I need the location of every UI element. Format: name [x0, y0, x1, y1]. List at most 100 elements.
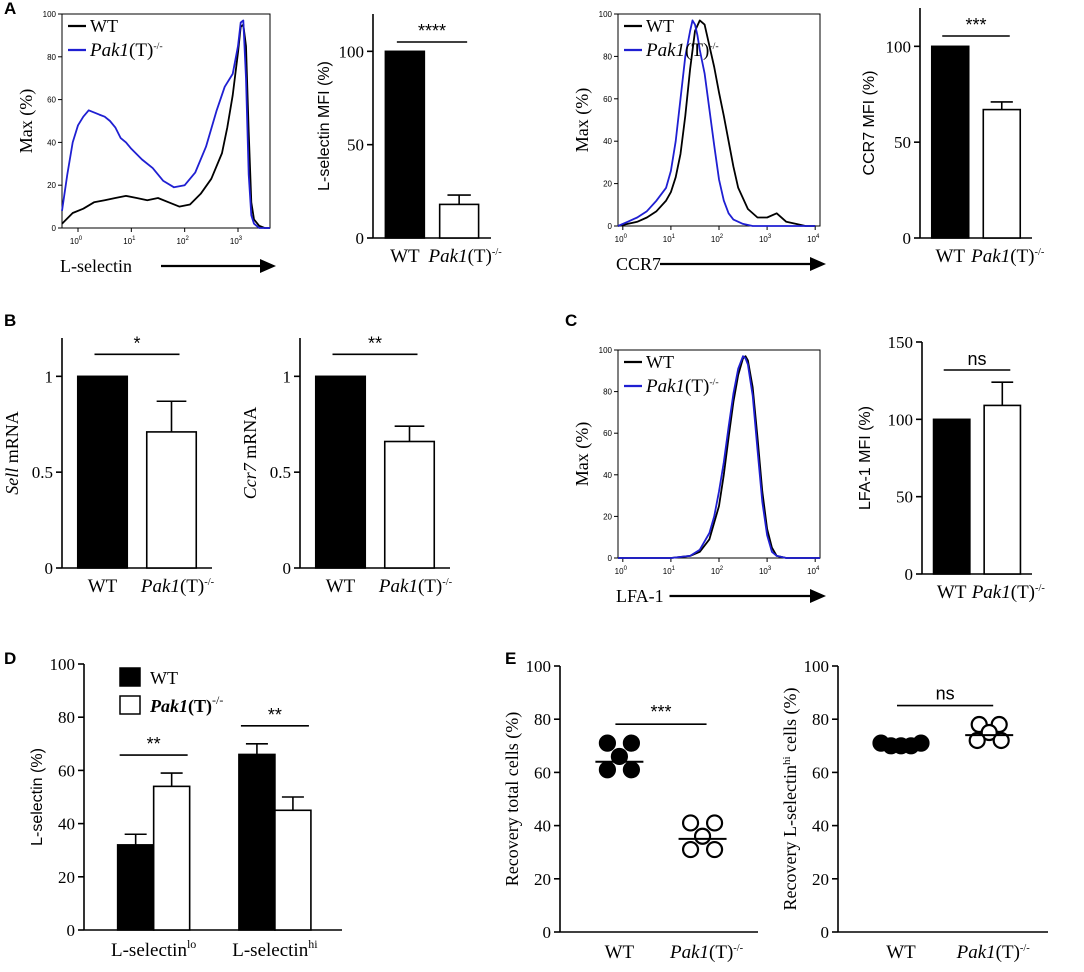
y-tick-label: 0 — [67, 921, 76, 940]
x-tick-label: 104 — [807, 566, 820, 576]
bar-pak1-hi — [274, 809, 312, 931]
genotype-suffix: (T) — [418, 576, 442, 597]
y-tick-label: 80 — [812, 710, 829, 729]
category-label-wt: WT — [937, 582, 967, 603]
point-pak1 — [681, 814, 700, 832]
y-tick-label: 0.5 — [32, 463, 53, 482]
y-tick-label: 20 — [534, 870, 551, 889]
legend-swatch-0 — [119, 667, 141, 687]
y-axis-label: Max (%) — [572, 422, 593, 486]
legend-label-pak1: Pak1(T)-/- — [89, 40, 163, 61]
genotype-sup: -/- — [212, 693, 223, 707]
scatter-chart-E1: 0 20 40 60 80 100 WT Pak1(T)-/- *** Recovery tota… — [502, 657, 758, 963]
category-label-wt: WT — [935, 246, 965, 267]
y-axis-label: L-selectin MFI (%) — [316, 61, 333, 191]
y-tick-label: 1 — [283, 367, 292, 386]
bar-pak1 — [982, 108, 1022, 239]
bar-chart-C2: 0 50 100 150 WT Pak1(T)-/- ns LFA-1 MFI (%) — [857, 333, 1045, 603]
genotype-italic: Pak1 — [645, 376, 685, 397]
y-tick-label: 20 — [812, 870, 829, 889]
significance-label: **** — [418, 21, 446, 41]
tick-base: 10 — [663, 567, 672, 576]
category-label-wt: WT — [88, 576, 118, 597]
genotype-suffix: (T) — [180, 576, 204, 597]
panel-label-c: C — [565, 311, 577, 330]
tick-exp: 3 — [768, 566, 772, 572]
significance-label: * — [133, 333, 140, 353]
bar-chart-A2: 0 50 100 WT Pak1(T)-/- **** L-selectin MFI (%) — [316, 14, 502, 267]
tick-base: 10 — [711, 567, 720, 576]
legend-label-wt: WT — [90, 16, 118, 36]
x-tick-label: 103 — [759, 566, 772, 576]
y-tick-label: 20 — [47, 181, 56, 190]
category-label-pak1: Pak1(T)-/- — [956, 942, 1031, 963]
x-tick-label: 102 — [177, 236, 190, 246]
tick-exp: 4 — [816, 566, 820, 572]
x-tick-label: 101 — [123, 236, 136, 246]
y-tick-label: 0 — [283, 559, 292, 578]
category-label-wt: WT — [326, 576, 356, 597]
significance-label: ns — [967, 349, 986, 369]
tick-exp: 2 — [720, 234, 724, 240]
genotype-italic: Pak1 — [971, 582, 1011, 603]
significance-label: *** — [650, 702, 671, 722]
series-pak1-line — [618, 355, 820, 559]
scatter-chart-E2: 0 20 40 60 80 100 WT Pak1(T)-/- ns Recovery L-sel… — [780, 657, 1048, 963]
genotype-suffix: (T) — [685, 40, 709, 61]
point-wt — [610, 747, 629, 766]
y-axis-label-rest: mRNA — [2, 411, 22, 468]
y-axis-label: CCR7 MFI (%) — [861, 71, 878, 176]
y-tick-label: 80 — [47, 53, 56, 62]
y-tick-label: 60 — [534, 763, 551, 782]
category-label-pak1: Pak1(T)-/- — [669, 942, 744, 963]
bar-wt — [76, 375, 129, 569]
y-tick-label: 40 — [534, 817, 551, 836]
tick-base: 10 — [615, 567, 624, 576]
genotype-suffix: (T) — [996, 942, 1020, 963]
x-tick-label: 102 — [711, 234, 724, 244]
y-tick-label: 20 — [58, 868, 75, 887]
genotype-sup: -/- — [442, 577, 452, 588]
point-wt — [622, 734, 641, 752]
significance-label: ** — [368, 333, 382, 353]
category-label-wt: WT — [390, 246, 420, 267]
x-tick-label: 103 — [759, 234, 772, 244]
panel-label-b: B — [4, 311, 16, 330]
x-tick-label: 103 — [230, 236, 243, 246]
genotype-italic: Pak1 — [378, 576, 418, 597]
genotype-sup: -/- — [733, 943, 743, 954]
y-tick-label: 60 — [58, 761, 75, 780]
genotype-italic: Pak1 — [149, 696, 188, 716]
genotype-suffix: (T) — [188, 696, 212, 717]
point-pak1 — [705, 814, 724, 832]
bar-pak1 — [145, 431, 198, 569]
y-tick-label: 80 — [58, 708, 75, 727]
panel-label-e: E — [505, 649, 516, 668]
series-wt-line — [61, 23, 270, 229]
legend-label-wt: WT — [646, 16, 674, 36]
x-tick-label: 100 — [615, 234, 628, 244]
y-tick-label: 50 — [894, 133, 911, 152]
ylab-base: Recovery L-selectin — [780, 765, 800, 910]
x-tick-label: 101 — [663, 566, 676, 576]
point-pak1 — [980, 723, 998, 742]
y-axis-label: Recovery total cells (%) — [502, 712, 523, 886]
y-tick-label: 0 — [608, 222, 613, 231]
y-tick-label: 0 — [903, 229, 912, 248]
y-axis-label: Sell mRNA — [2, 411, 22, 495]
y-tick-label: 0 — [45, 559, 54, 578]
bar-chart-A4: 0 50 100 WT Pak1(T)-/- *** CCR7 MFI (%) — [861, 8, 1045, 267]
bar-pak1-lo — [152, 785, 191, 931]
genotype-italic: Pak1 — [428, 246, 468, 267]
y-tick-label: 20 — [603, 512, 612, 521]
category-label-pak1: Pak1(T)-/- — [970, 246, 1045, 267]
point-pak1 — [968, 731, 986, 750]
point-wt — [622, 761, 641, 779]
genotype-italic: Pak1 — [970, 246, 1010, 267]
x-tick-label: 100 — [615, 566, 628, 576]
bar-wt — [384, 50, 426, 239]
category-label-pak1: Pak1(T)-/- — [971, 582, 1046, 603]
legend-label-wt: WT — [646, 352, 674, 372]
